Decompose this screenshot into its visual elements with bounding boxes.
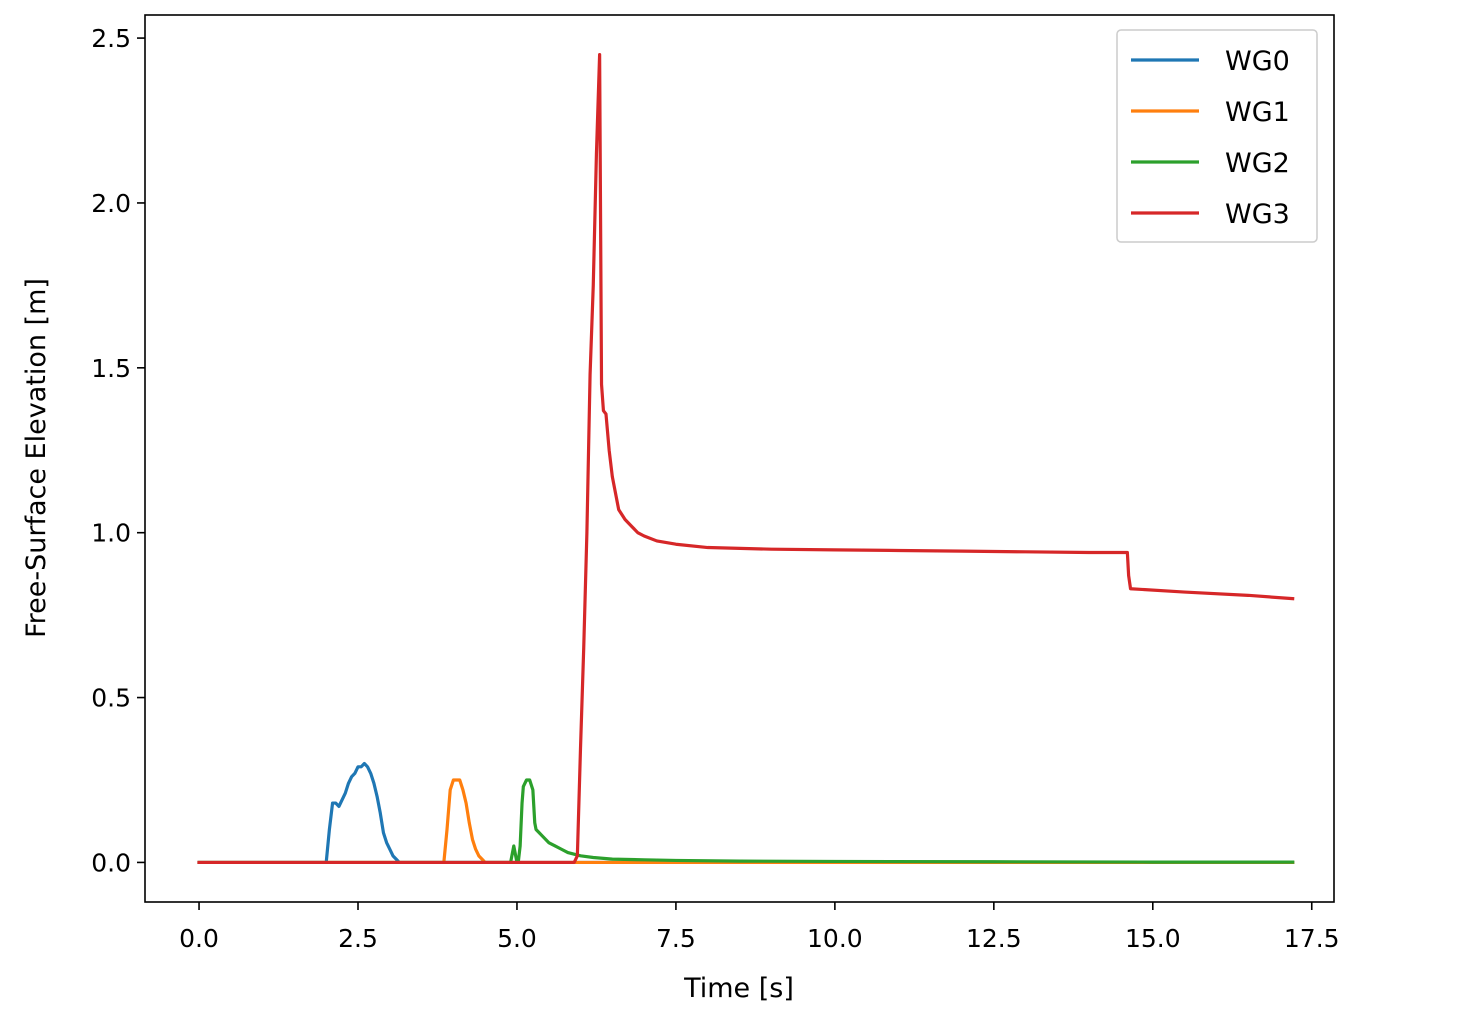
series-line-wg2 <box>197 778 1295 865</box>
y-tick-label: 2.0 <box>91 189 131 218</box>
x-tick-label: 15.0 <box>1125 924 1181 953</box>
legend-label-wg0: WG0 <box>1225 46 1290 77</box>
x-tick-label: 12.5 <box>966 924 1022 953</box>
x-axis-label: Time [s] <box>683 973 794 1004</box>
y-tick-label: 0.0 <box>91 848 131 877</box>
x-axis-ticks: 0.0 2.5 5.0 7.5 10.0 12.5 15.0 17.5 <box>179 902 1340 953</box>
x-tick-label: 10.0 <box>807 924 863 953</box>
y-axis-ticks: 0.0 0.5 1.0 1.5 2.0 2.5 <box>91 24 145 877</box>
y-tick-label: 2.5 <box>91 24 131 53</box>
series-line-wg0 <box>197 761 1295 865</box>
legend: WG0 WG1 WG2 WG3 <box>1116 29 1318 243</box>
series-line-wg3 <box>197 52 1295 865</box>
legend-label-wg1: WG1 <box>1225 97 1290 128</box>
x-tick-label: 0.0 <box>179 924 219 953</box>
y-tick-label: 1.0 <box>91 519 131 548</box>
y-axis-label: Free-Surface Elevation [m] <box>21 278 52 638</box>
legend-box <box>1116 29 1318 243</box>
y-tick-label: 0.5 <box>91 684 131 713</box>
y-tick-label: 1.5 <box>91 354 131 383</box>
x-tick-label: 17.5 <box>1284 924 1340 953</box>
x-tick-label: 5.0 <box>497 924 537 953</box>
legend-label-wg2: WG2 <box>1225 148 1290 179</box>
series-line-wg1 <box>197 778 1295 865</box>
x-tick-label: 7.5 <box>656 924 696 953</box>
series-layer <box>197 52 1295 865</box>
x-tick-label: 2.5 <box>338 924 378 953</box>
legend-label-wg3: WG3 <box>1225 199 1290 230</box>
